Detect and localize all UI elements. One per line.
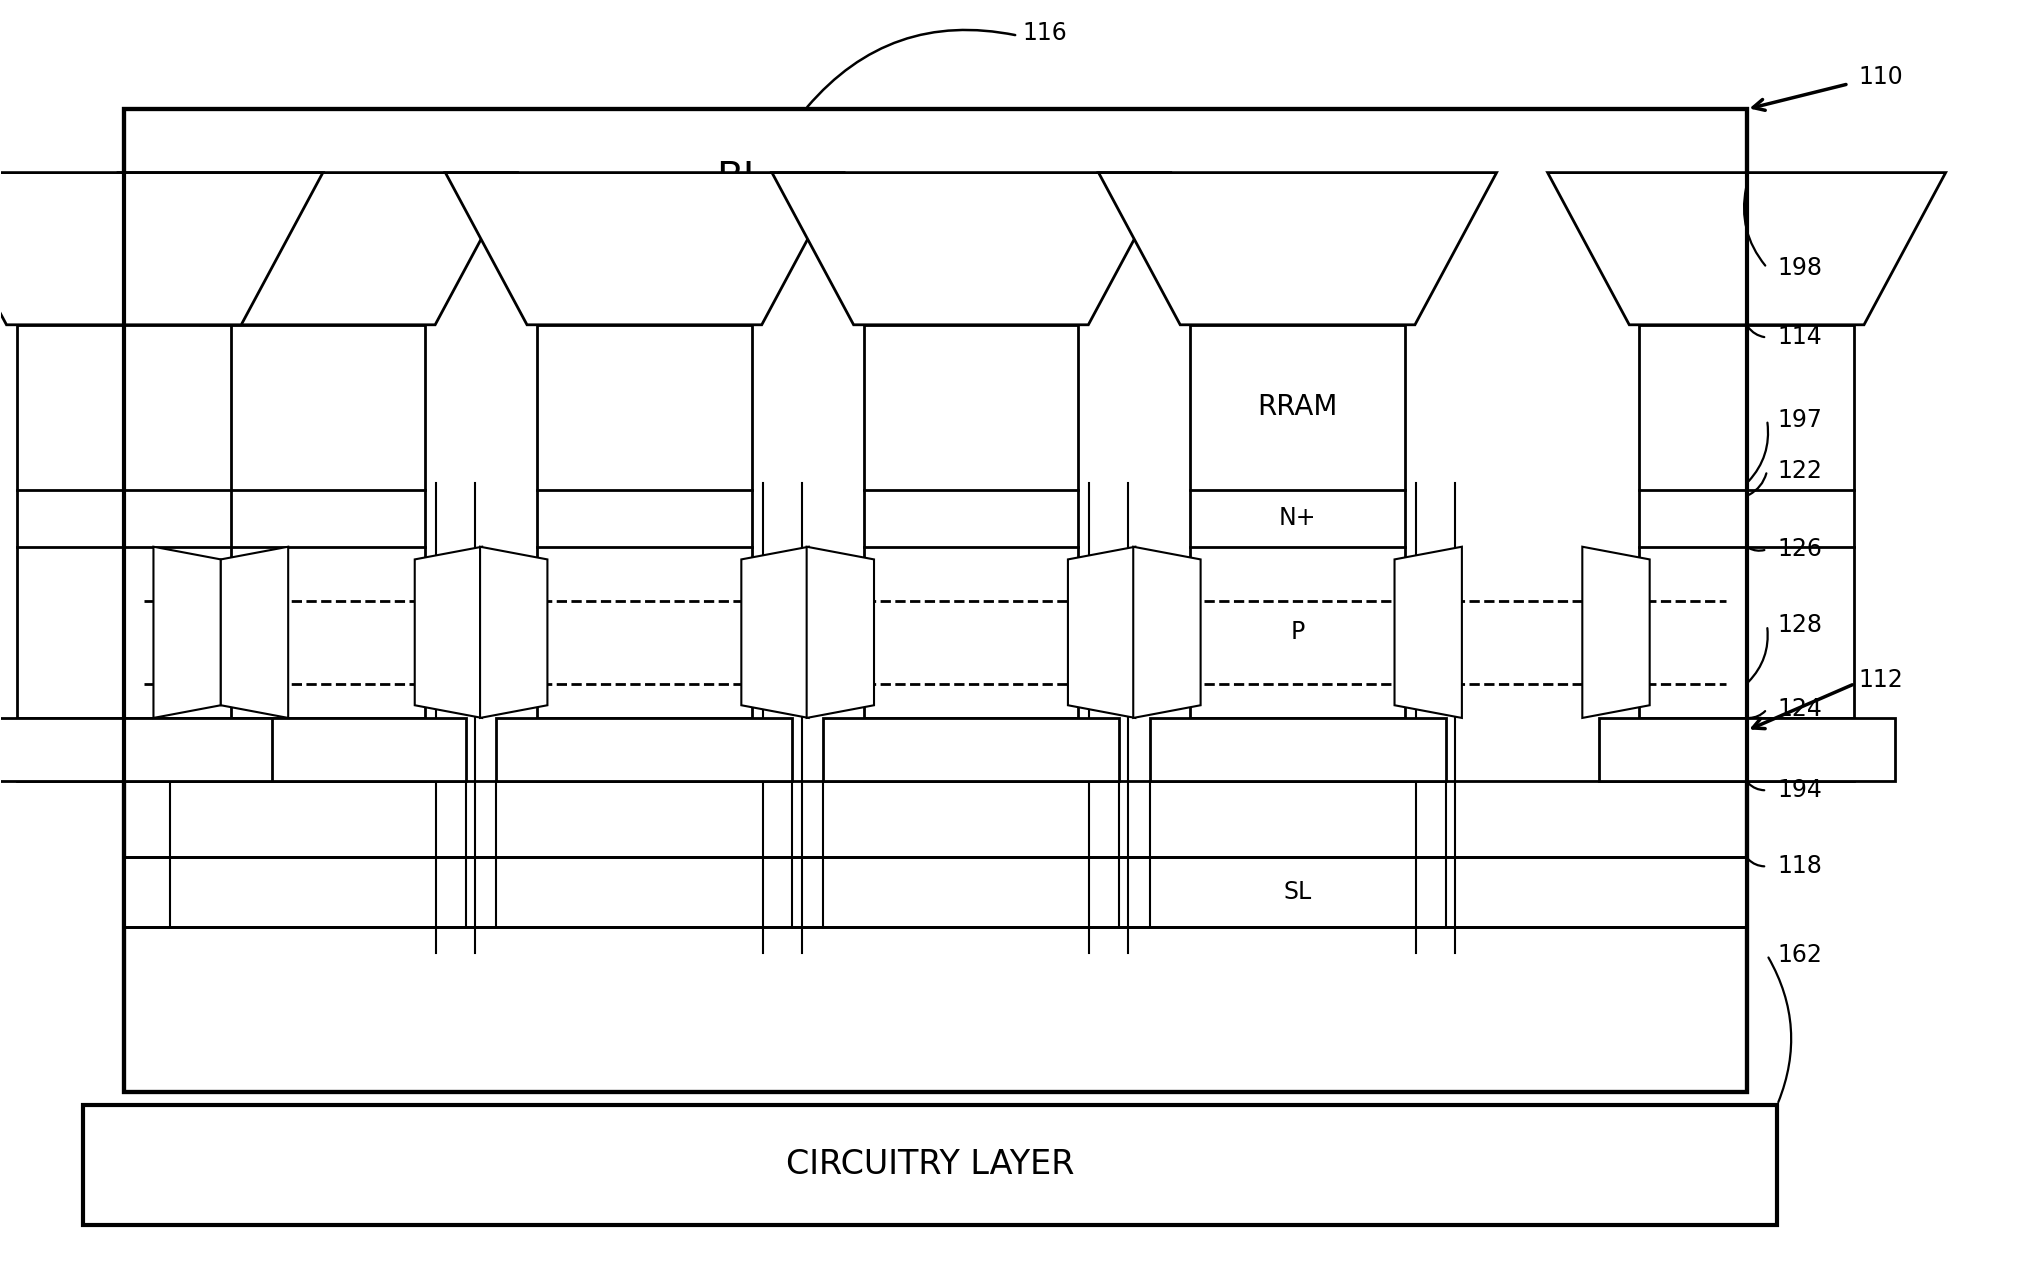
Polygon shape	[807, 547, 875, 718]
Text: 114: 114	[1776, 325, 1821, 350]
Text: 122: 122	[1776, 459, 1821, 483]
Polygon shape	[415, 547, 482, 718]
Text: 198: 198	[1776, 255, 1823, 280]
Polygon shape	[0, 173, 323, 325]
Bar	[84, 1104, 1776, 1225]
Bar	[1190, 325, 1404, 782]
Bar	[1149, 718, 1445, 782]
Text: 124: 124	[1776, 697, 1821, 721]
Polygon shape	[1394, 547, 1461, 718]
Bar	[865, 325, 1077, 782]
Text: 116: 116	[1022, 22, 1067, 44]
Text: 194: 194	[1776, 778, 1821, 802]
Polygon shape	[480, 547, 548, 718]
Polygon shape	[742, 547, 809, 718]
Bar	[824, 718, 1118, 782]
Bar	[211, 325, 425, 782]
Bar	[170, 718, 466, 782]
Text: 162: 162	[1776, 943, 1821, 967]
Bar	[1598, 718, 1895, 782]
Bar	[16, 325, 231, 782]
Text: 128: 128	[1776, 614, 1823, 637]
Text: N+: N+	[1280, 506, 1316, 530]
Bar	[125, 109, 1748, 1092]
Polygon shape	[1067, 547, 1134, 718]
Text: 126: 126	[1776, 538, 1821, 562]
Text: 118: 118	[1776, 854, 1821, 878]
Bar	[497, 718, 793, 782]
Text: BL: BL	[715, 160, 764, 198]
Text: CIRCUITRY LAYER: CIRCUITRY LAYER	[785, 1149, 1075, 1182]
Bar	[125, 109, 1748, 1092]
Text: SL: SL	[1284, 881, 1312, 904]
Text: RRAM: RRAM	[1257, 393, 1337, 421]
Polygon shape	[773, 173, 1169, 325]
Polygon shape	[221, 547, 288, 718]
Polygon shape	[1098, 173, 1496, 325]
Text: 112: 112	[1858, 667, 1903, 691]
Polygon shape	[119, 173, 517, 325]
Polygon shape	[153, 547, 221, 718]
Bar	[0, 718, 272, 782]
Bar	[1639, 325, 1854, 782]
Polygon shape	[446, 173, 844, 325]
Bar	[538, 325, 752, 782]
Text: N+: N+	[1280, 737, 1316, 761]
Text: 110: 110	[1858, 66, 1903, 89]
Polygon shape	[1132, 547, 1200, 718]
Text: P: P	[1290, 620, 1304, 644]
Bar	[125, 858, 1748, 927]
Polygon shape	[1582, 547, 1650, 718]
Text: 197: 197	[1776, 408, 1821, 432]
Polygon shape	[1547, 173, 1946, 325]
